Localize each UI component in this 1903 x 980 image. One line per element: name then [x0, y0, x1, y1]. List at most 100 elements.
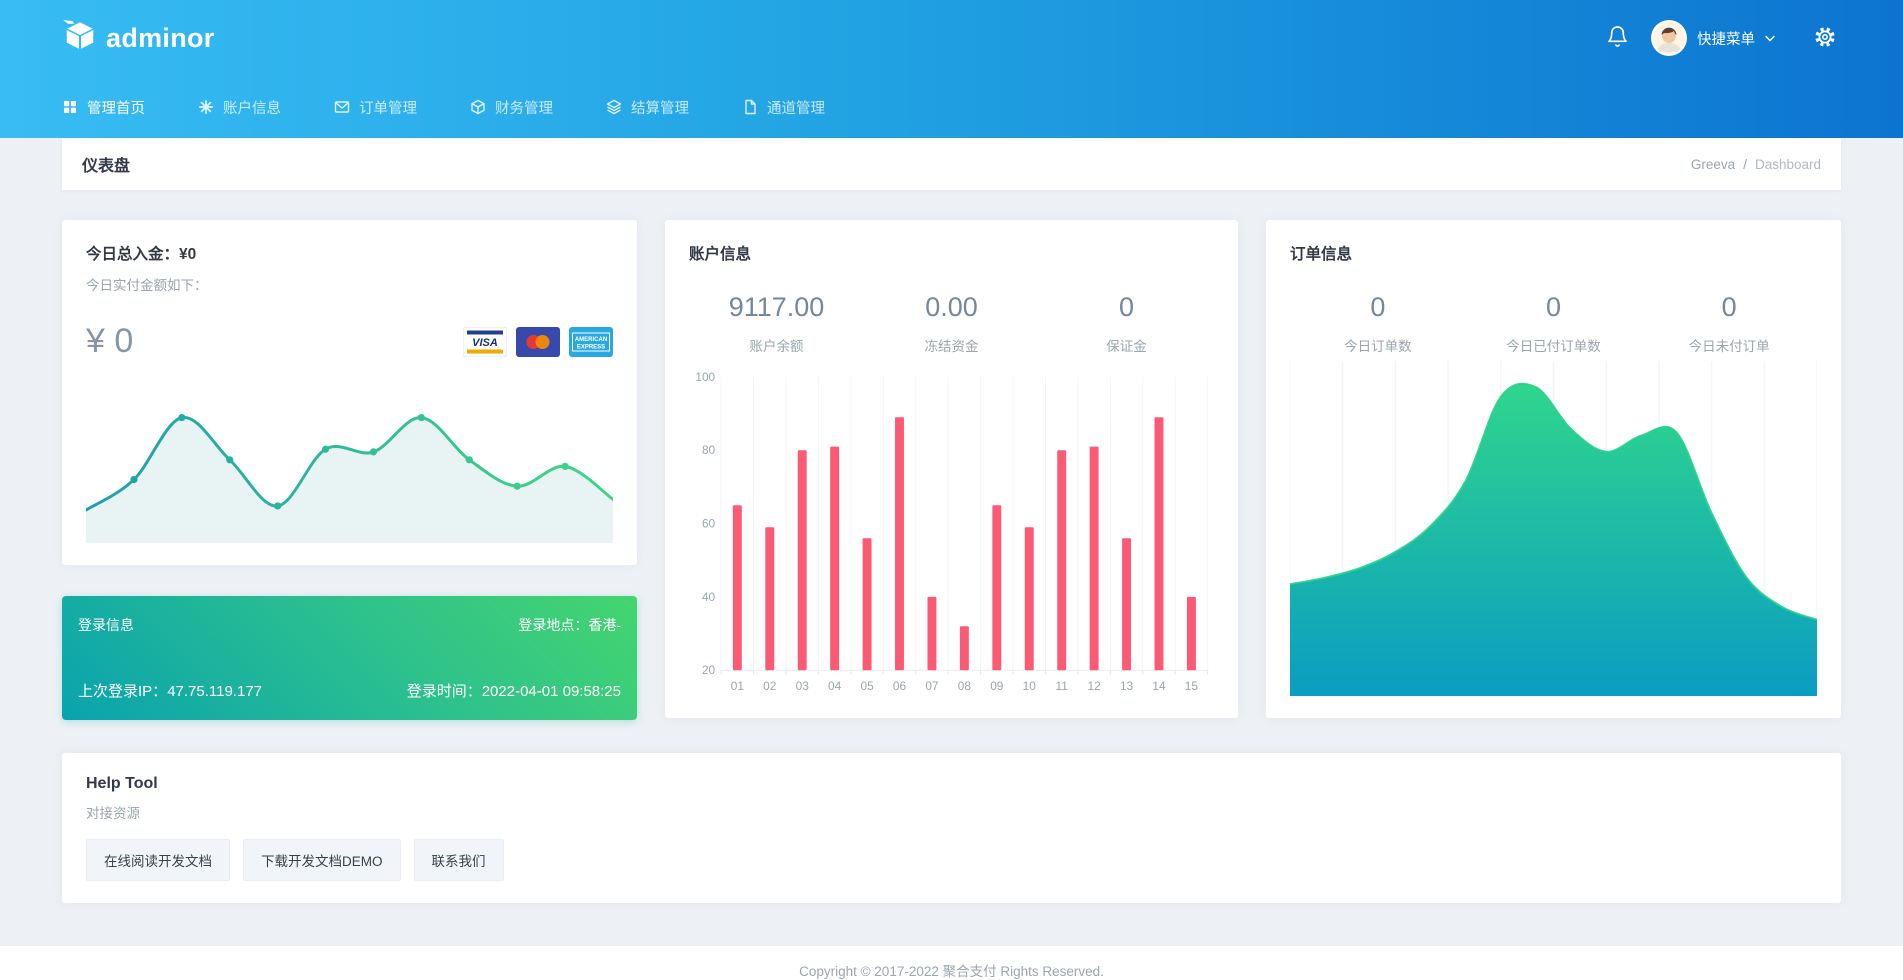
mail-icon: [334, 99, 350, 115]
svg-text:11: 11: [1056, 679, 1069, 693]
asterisk-icon: [198, 99, 214, 115]
visa-icon: VISA: [463, 326, 507, 357]
svg-text:14: 14: [1152, 679, 1166, 693]
stat: 0 今日未付订单: [1641, 292, 1817, 355]
nav-item-account[interactable]: 账户信息: [198, 97, 281, 118]
user-menu-label: 快捷菜单: [1697, 31, 1755, 48]
stat-value: 0: [1721, 292, 1737, 322]
help-button-2[interactable]: 联系我们: [413, 839, 504, 881]
account-stats: 9117.00 账户余额 0.00 冻结资金 0 保证金: [689, 292, 1214, 355]
svg-text:20: 20: [702, 663, 716, 677]
stat: 9117.00 账户余额: [689, 292, 864, 355]
title-band: 仪表盘 Greeva / Dashboard: [62, 138, 1841, 190]
grid-icon: [62, 99, 78, 115]
svg-text:15: 15: [1185, 679, 1199, 693]
help-buttons: 在线阅读开发文档 下载开发文档DEMO 联系我们: [86, 839, 1817, 881]
nav-item-label: 订单管理: [359, 100, 417, 117]
order-info-card: 订单信息 0 今日订单数 0 今日已付订单数 0 今日未付订单: [1266, 220, 1841, 718]
nav-item-orders[interactable]: 订单管理: [334, 97, 417, 118]
footer: Copyright © 2017-2022 聚合支付 Rights Reserv…: [0, 945, 1903, 980]
bell-icon: [1606, 25, 1629, 51]
package-cube-icon: [62, 19, 98, 58]
help-tool-card: Help Tool 对接资源 在线阅读开发文档 下载开发文档DEMO 联系我们: [62, 753, 1841, 903]
user-menu[interactable]: 快捷菜单: [1651, 20, 1775, 56]
nav-item-label: 账户信息: [223, 100, 281, 117]
breadcrumb: Greeva / Dashboard: [1691, 157, 1821, 172]
breadcrumb-separator: /: [1743, 156, 1747, 172]
nav-item-label: 财务管理: [495, 100, 553, 117]
page-title: 仪表盘: [82, 158, 131, 175]
deposit-card-subtitle: 今日实付金额如下：: [86, 278, 208, 293]
nav-item-label: 通道管理: [767, 100, 825, 117]
box-icon: [470, 99, 486, 115]
stat-label: 冻结资金: [924, 339, 979, 354]
deposit-card-title: 今日总入金：¥0: [86, 246, 197, 263]
svg-text:05: 05: [860, 679, 874, 693]
app-header: adminor: [0, 0, 1903, 138]
stat-label: 今日未付订单: [1688, 339, 1770, 354]
account-info-card: 账户信息 9117.00 账户余额 0.00 冻结资金 0 保证金 20 40 60 80 100…: [665, 220, 1238, 718]
stat-value: 0: [1370, 292, 1386, 322]
svg-text:03: 03: [796, 679, 810, 693]
stat-value: 0: [1545, 292, 1562, 322]
login-time: 登录时间：2022-04-01 09:58:25: [406, 683, 621, 700]
svg-text:10: 10: [1023, 679, 1037, 693]
settings-button[interactable]: [1813, 25, 1837, 52]
login-info-card: 登录信息 登录地点：香港- 上次登录IP：47.75.119.177 登录时间：…: [62, 596, 637, 720]
svg-text:80: 80: [702, 443, 716, 457]
stat-label: 今日已付订单数: [1506, 339, 1601, 354]
notifications-button[interactable]: [1606, 25, 1629, 51]
svg-text:EXPRESS: EXPRESS: [577, 344, 605, 350]
svg-text:02: 02: [763, 679, 776, 693]
nav-item-settlement[interactable]: 结算管理: [606, 97, 689, 118]
nav-item-finance[interactable]: 财务管理: [470, 97, 553, 118]
login-location: 登录地点：香港-: [518, 617, 621, 633]
breadcrumb-parent[interactable]: Greeva: [1690, 156, 1736, 172]
brand-name: adminor: [106, 22, 215, 53]
help-button-0[interactable]: 在线阅读开发文档: [86, 839, 230, 881]
stat-label: 保证金: [1106, 339, 1147, 354]
payment-method-icons: VISA AMERICAN EXPRESS: [463, 326, 613, 357]
stat: 0 今日已付订单数: [1466, 292, 1642, 355]
svg-text:VISA: VISA: [472, 337, 498, 349]
nav-item-home[interactable]: 管理首页: [62, 97, 145, 118]
svg-text:AMERICAN: AMERICAN: [575, 337, 607, 343]
login-info-title: 登录信息: [78, 617, 134, 633]
svg-text:09: 09: [990, 679, 1004, 693]
main-nav: 管理首页 账户信息 订单管理 财务管理 结算管理 通道管理: [62, 76, 1837, 138]
copyright-text: Copyright © 2017-2022 聚合支付 Rights Reserv…: [799, 963, 1104, 979]
orders-area-chart: [1290, 361, 1817, 696]
user-avatar: [1651, 20, 1687, 56]
amex-icon: AMERICAN EXPRESS: [569, 326, 613, 357]
mastercard-icon: [516, 326, 560, 357]
svg-text:08: 08: [958, 679, 972, 693]
stat-value: 9117.00: [728, 292, 825, 322]
account-card-title: 账户信息: [689, 246, 752, 263]
nav-item-label: 结算管理: [631, 100, 689, 117]
stat-value: 0.00: [925, 292, 978, 322]
brand-logo[interactable]: adminor: [62, 19, 215, 58]
svg-text:07: 07: [925, 679, 938, 693]
stat: 0 今日订单数: [1290, 292, 1466, 355]
nav-item-label: 管理首页: [87, 100, 145, 117]
help-button-1[interactable]: 下载开发文档DEMO: [243, 839, 401, 881]
help-tool-subtitle: 对接资源: [86, 806, 140, 821]
account-bar-chart: 20 40 60 80 100 01 02 03 04 05 06 07 08 09 10 11 12 13 14 1…: [695, 370, 1209, 693]
orders-card-title: 订单信息: [1290, 246, 1353, 263]
stat-value: 0: [1118, 292, 1135, 322]
file-icon: [742, 99, 758, 115]
svg-text:40: 40: [702, 590, 716, 604]
svg-text:04: 04: [828, 679, 842, 693]
login-ip: 上次登录IP：47.75.119.177: [78, 683, 262, 700]
stat-label: 今日订单数: [1344, 339, 1412, 354]
nav-item-channel[interactable]: 通道管理: [742, 97, 825, 118]
breadcrumb-current: Dashboard: [1754, 156, 1821, 172]
stat-label: 账户余额: [749, 339, 804, 354]
help-tool-title: Help Tool: [86, 775, 158, 792]
svg-text:60: 60: [702, 517, 716, 531]
stat: 0 保证金: [1039, 292, 1214, 355]
deposit-amount: ¥ 0: [86, 322, 134, 360]
svg-text:06: 06: [893, 679, 907, 693]
column-deposit: 今日总入金：¥0 今日实付金额如下： ¥ 0 VISA AMERICAN EXPRE…: [62, 220, 637, 720]
orders-stats: 0 今日订单数 0 今日已付订单数 0 今日未付订单: [1290, 292, 1817, 355]
